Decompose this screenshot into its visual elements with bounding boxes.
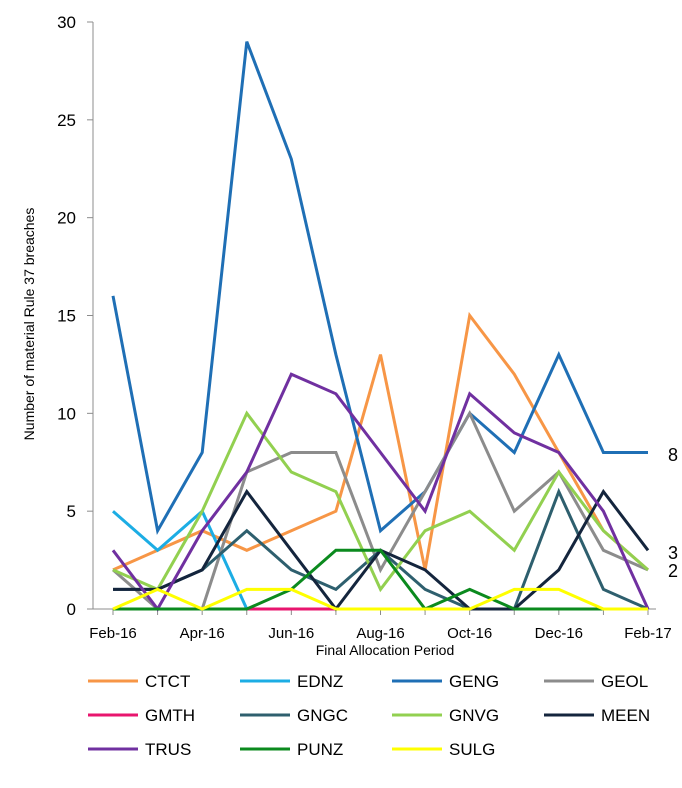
y-tick-label: 15 bbox=[57, 307, 76, 326]
legend-label-geol: GEOL bbox=[601, 672, 648, 691]
y-tick-label: 0 bbox=[67, 600, 76, 619]
legend: CTCT EDNZ GENG GEOL GMTH GNGC GNVG MEEN TRUS PUNZ… bbox=[88, 672, 650, 759]
x-tick-label: Apr-16 bbox=[180, 625, 225, 642]
series-lines bbox=[111, 41, 650, 612]
legend-label-ednz: EDNZ bbox=[297, 672, 343, 691]
legend-label-punz: PUNZ bbox=[297, 740, 343, 759]
legend-label-trus: TRUS bbox=[145, 740, 191, 759]
series-line-geng bbox=[111, 41, 648, 535]
y-tick-label: 10 bbox=[57, 404, 76, 423]
series-line-sulg bbox=[112, 587, 648, 611]
x-tick-label: Jun-16 bbox=[268, 625, 314, 642]
legend-label-gngc: GNGC bbox=[297, 706, 348, 725]
series-line-trus bbox=[111, 372, 650, 612]
end-value-label: 3 bbox=[668, 543, 678, 563]
x-tick-label: Oct-16 bbox=[447, 625, 492, 642]
y-tick-label: 5 bbox=[67, 502, 76, 521]
y-tick-label: 20 bbox=[57, 209, 76, 228]
legend-label-gnvg: GNVG bbox=[449, 706, 499, 725]
x-tick-label: Feb-17 bbox=[624, 625, 672, 642]
x-tick-label: Feb-16 bbox=[89, 625, 137, 642]
series-line-punz bbox=[113, 548, 648, 611]
legend-label-ctct: CTCT bbox=[145, 672, 190, 691]
x-tick-label: Dec-16 bbox=[535, 625, 583, 642]
end-annotations: 8 32 bbox=[668, 445, 678, 581]
y-axis-title: Number of material Rule 37 breaches bbox=[21, 208, 37, 441]
series-line-gnvg bbox=[112, 410, 649, 593]
end-value-label: 8 bbox=[668, 445, 678, 465]
y-tick-label: 30 bbox=[57, 13, 76, 32]
axes: 0 5 10 15 20 25 30 Feb-16 Apr-16 Jun-16 Aug-16 Oct-… bbox=[57, 13, 672, 642]
x-tick-label: Aug-16 bbox=[356, 625, 404, 642]
legend-label-meen: MEEN bbox=[601, 706, 650, 725]
legend-label-sulg: SULG bbox=[449, 740, 495, 759]
end-value-label: 2 bbox=[668, 561, 678, 581]
y-tick-label: 25 bbox=[57, 111, 76, 130]
legend-label-gmth: GMTH bbox=[145, 706, 195, 725]
x-axis-title: Final Allocation Period bbox=[316, 642, 455, 658]
legend-label-geng: GENG bbox=[449, 672, 499, 691]
